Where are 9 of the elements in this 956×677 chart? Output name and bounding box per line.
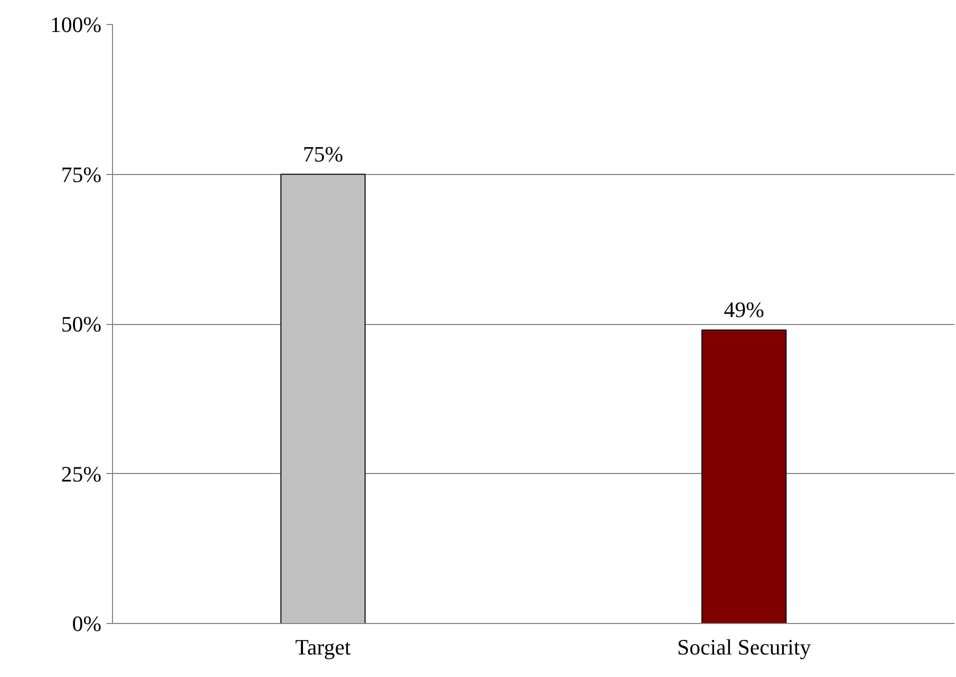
y-tick-label: 75%: [61, 162, 102, 187]
y-tick-label: 100%: [50, 12, 102, 37]
y-tick-label: 0%: [72, 611, 102, 636]
y-tick-label: 25%: [61, 461, 102, 486]
x-tick-label: Target: [295, 634, 351, 660]
data-label: 49%: [724, 296, 764, 322]
x-tick-label: Social Security: [677, 634, 811, 660]
data-label: 75%: [302, 141, 344, 166]
y-tick-label: 50%: [61, 312, 102, 336]
